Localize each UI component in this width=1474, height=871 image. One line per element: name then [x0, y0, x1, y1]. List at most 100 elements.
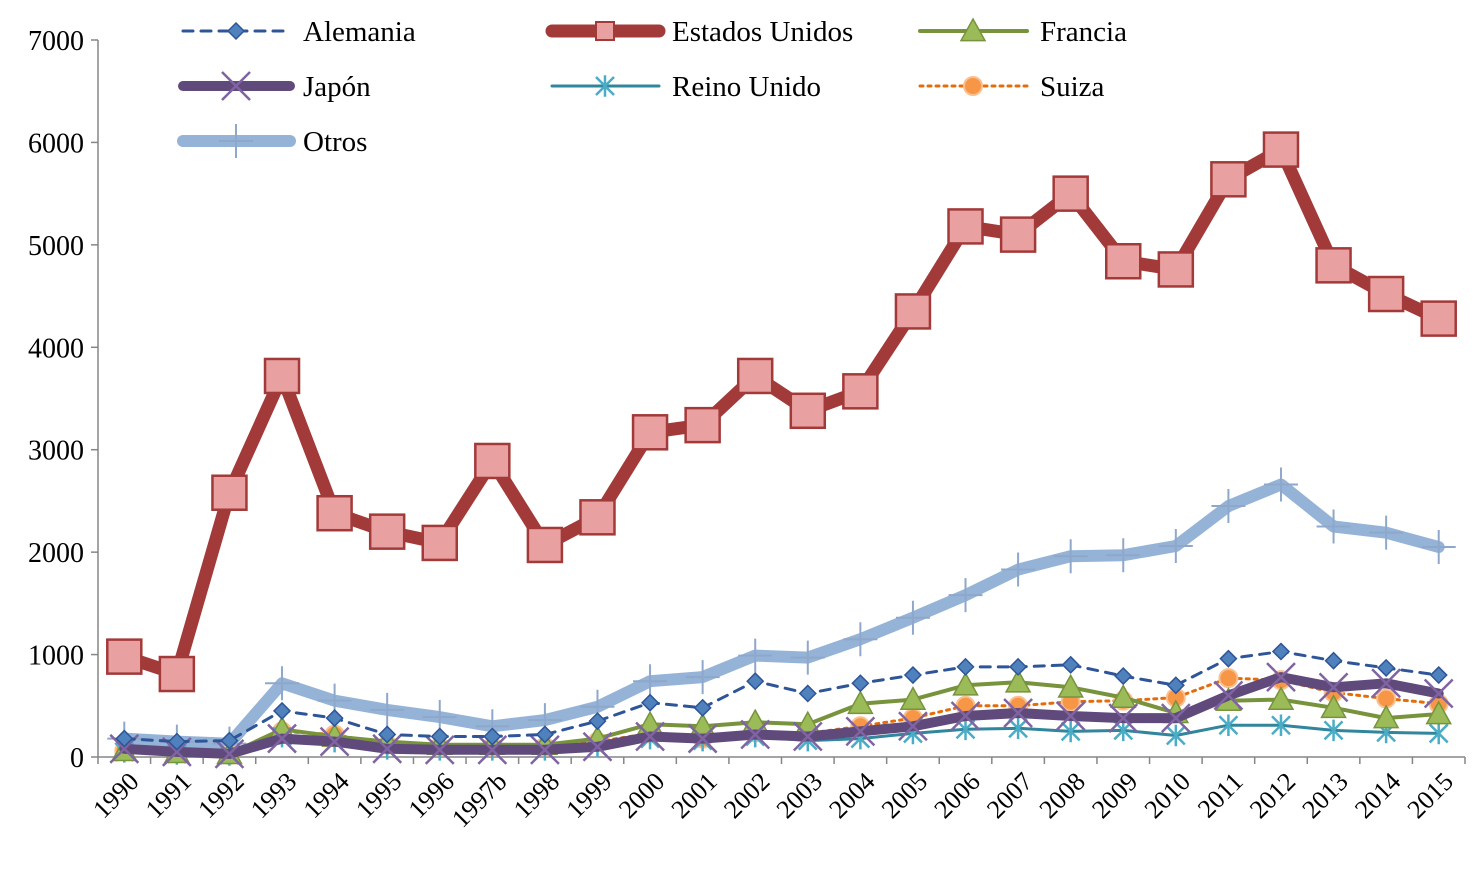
data-point-japon	[1213, 680, 1244, 711]
data-point-japon	[372, 733, 403, 764]
data-point-alemania	[115, 729, 134, 748]
data-point-alemania	[903, 665, 923, 685]
y-tick-label: 5000	[28, 231, 84, 262]
legend-label: Otros	[303, 126, 367, 158]
x-tick-label: 1991	[140, 767, 197, 824]
data-point-alemania	[956, 657, 975, 676]
data-point-reino-unido	[1428, 722, 1449, 745]
legend-item-estados-unidos: Estados Unidos	[545, 16, 853, 48]
data-point-alemania	[1377, 658, 1396, 677]
chart-axes: 0100020003000400050006000700019901991199…	[28, 26, 1466, 833]
data-point-otros	[1001, 552, 1036, 587]
data-point-alemania	[746, 672, 765, 691]
x-tick-label: 1992	[192, 767, 249, 824]
data-point-estados-unidos	[1367, 275, 1405, 313]
series-japon	[109, 662, 1454, 769]
x-tick-label: 2015	[1402, 767, 1459, 824]
data-point-otros	[633, 664, 668, 699]
data-point-otros	[1263, 467, 1298, 502]
data-point-japon	[530, 734, 560, 765]
data-point-francia	[1057, 673, 1084, 698]
data-point-estados-unidos	[421, 524, 458, 562]
legend-item-japon: Japón	[178, 71, 371, 103]
data-point-estados-unidos	[631, 414, 669, 451]
y-tick-label: 1000	[28, 641, 84, 672]
data-point-otros	[895, 600, 930, 635]
data-point-japon	[898, 711, 928, 742]
data-point-estados-unidos	[1157, 251, 1195, 288]
legend-label: Estados Unidos	[672, 16, 853, 48]
data-point-estados-unidos	[1262, 131, 1300, 168]
legend-label: Alemania	[303, 16, 416, 48]
data-point-francia	[847, 690, 874, 715]
data-point-otros	[948, 578, 983, 613]
data-point-estados-unidos	[1420, 300, 1457, 337]
data-point-alemania	[1114, 667, 1133, 686]
series-otros	[107, 467, 1456, 761]
x-tick-label: 2007	[981, 767, 1038, 824]
legend-label: Japón	[303, 71, 371, 103]
data-point-francia	[952, 671, 979, 696]
data-point-japon	[950, 701, 981, 731]
data-point-alemania	[378, 725, 397, 744]
data-point-alemania	[1324, 651, 1343, 670]
x-tick-label: 1990	[87, 767, 144, 824]
data-point-estados-unidos	[1105, 242, 1142, 280]
y-tick-label: 6000	[28, 128, 84, 159]
y-tick-label: 4000	[28, 333, 84, 364]
data-point-alemania	[272, 701, 292, 720]
data-point-reino-unido	[1218, 714, 1239, 737]
legend-swatch-marker	[226, 21, 246, 41]
data-point-estados-unidos	[842, 373, 879, 410]
data-point-francia	[899, 686, 927, 710]
data-point-alemania	[430, 727, 449, 746]
data-point-alemania	[1429, 665, 1448, 685]
data-point-alemania	[798, 684, 817, 703]
data-point-otros	[1369, 515, 1404, 550]
data-point-otros	[1316, 509, 1351, 544]
legend-label: Suiza	[1040, 71, 1105, 103]
data-point-japon	[477, 734, 508, 765]
y-tick-label: 7000	[28, 26, 84, 57]
legend-item-alemania: Alemania	[181, 16, 416, 48]
x-tick-label: 2013	[1297, 767, 1354, 824]
x-tick-label: 1998	[508, 767, 565, 824]
x-tick-label: 2002	[718, 767, 775, 824]
data-point-japon	[1371, 668, 1402, 699]
data-point-japon	[1108, 703, 1139, 733]
data-point-alemania	[693, 698, 712, 717]
data-point-alemania	[851, 674, 870, 693]
data-point-japon	[582, 731, 613, 762]
data-point-estados-unidos	[211, 474, 248, 511]
x-tick-label: 2011	[1192, 767, 1249, 824]
legend-swatch-marker	[595, 21, 615, 41]
data-point-estados-unidos	[894, 293, 932, 330]
data-point-estados-unidos	[526, 526, 564, 564]
legend-swatch-marker	[219, 124, 253, 158]
data-point-estados-unidos	[474, 442, 511, 480]
data-point-alemania	[483, 727, 502, 746]
data-point-japon	[214, 739, 245, 769]
data-point-japon	[1266, 662, 1296, 692]
data-point-japon	[1318, 672, 1349, 703]
data-point-alemania	[1271, 642, 1291, 661]
x-tick-label: 1997b	[446, 767, 512, 833]
data-point-japon	[1160, 703, 1191, 733]
series-line-japon	[119, 672, 1444, 759]
x-tick-label: 1999	[560, 767, 617, 824]
data-point-estados-unidos	[368, 513, 406, 550]
data-point-estados-unidos	[736, 357, 774, 395]
data-point-otros	[265, 666, 300, 701]
data-point-otros	[685, 660, 720, 695]
legend-swatch-marker	[221, 71, 251, 101]
x-tick-label: 1995	[350, 767, 407, 824]
series-layer	[106, 131, 1457, 769]
x-tick-label: 2006	[928, 767, 985, 824]
y-tick-label: 2000	[28, 538, 84, 569]
data-point-otros	[1211, 489, 1246, 524]
data-point-japon	[1055, 701, 1086, 731]
x-tick-label: 2014	[1349, 767, 1406, 824]
legend-swatch-marker	[963, 76, 983, 96]
data-point-alemania	[167, 732, 186, 751]
legend-swatch-marker	[959, 17, 987, 42]
